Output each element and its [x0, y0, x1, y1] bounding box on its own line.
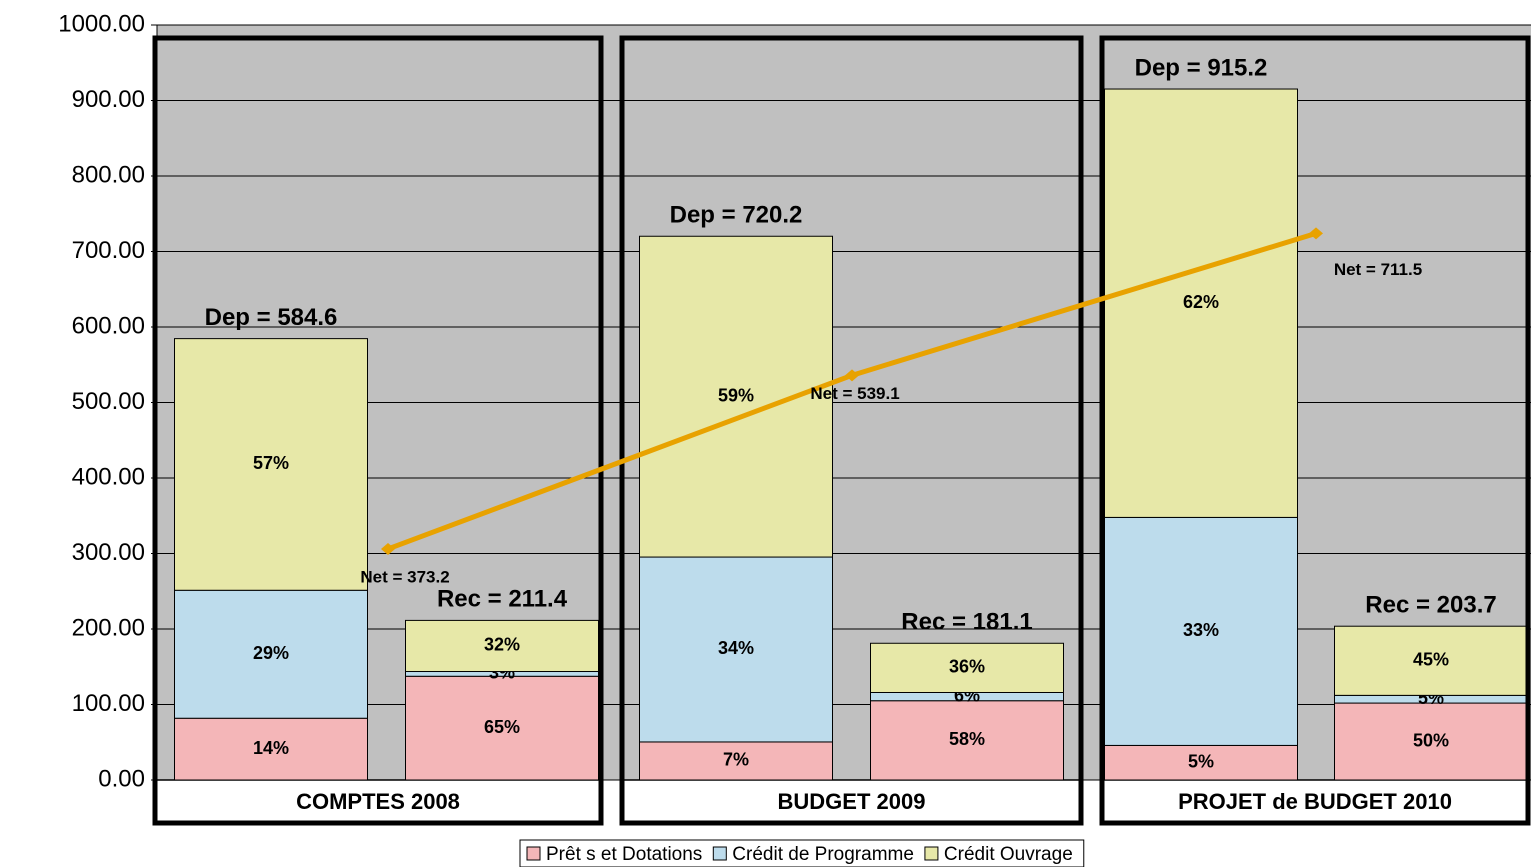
- total-label: Dep = 584.6: [205, 304, 338, 331]
- share-label: 58%: [949, 729, 985, 749]
- legend: Prêt s et Dotations Crédit de Programme Cr…: [519, 839, 1085, 867]
- share-label: 62%: [1183, 292, 1219, 312]
- y-tick-label: 400.00: [72, 463, 145, 490]
- share-label: 32%: [484, 635, 520, 655]
- share-label: 7%: [723, 750, 749, 770]
- bar-segment: [1334, 625, 1528, 696]
- bar-segment: [1104, 88, 1298, 518]
- group-frame: [1099, 35, 1531, 826]
- share-label: 29%: [253, 643, 289, 663]
- total-label: Rec = 203.7: [1365, 592, 1496, 619]
- net-marker: [1309, 227, 1323, 240]
- net-label: Net = 373.2: [360, 567, 449, 586]
- y-tick-label: 0.00: [98, 765, 145, 792]
- y-tick-label: 200.00: [72, 614, 145, 641]
- bar-segment: [870, 642, 1064, 693]
- y-tick-label: 100.00: [72, 690, 145, 717]
- group-label: PROJET de BUDGET 2010: [1178, 789, 1452, 814]
- bar-segment: [639, 556, 833, 743]
- legend-frame: [519, 839, 1085, 867]
- total-label: Dep = 720.2: [670, 202, 803, 229]
- legend-label: Crédit de Programme: [732, 844, 914, 865]
- share-label: 34%: [718, 638, 754, 658]
- net-marker: [381, 542, 395, 555]
- net-label: Net = 711.5: [1334, 260, 1422, 279]
- bar-segment: [870, 700, 1064, 781]
- y-tick-label: 500.00: [72, 388, 145, 415]
- total-label: Rec = 181.1: [901, 609, 1032, 636]
- group-label: BUDGET 2009: [778, 789, 926, 814]
- y-tick-label: 900.00: [72, 86, 145, 113]
- total-label: Rec = 211.4: [437, 586, 568, 613]
- y-tick-label: 700.00: [72, 237, 145, 264]
- group-label: COMPTES 2008: [296, 789, 460, 814]
- bar-segment: [1334, 702, 1528, 781]
- group-frame: [619, 35, 1084, 826]
- share-label: 57%: [253, 453, 289, 473]
- share-label: 65%: [484, 717, 520, 737]
- bar-segment: [405, 619, 599, 673]
- y-tick-label: 300.00: [72, 539, 145, 566]
- share-label: 59%: [718, 385, 754, 405]
- net-marker: [845, 369, 859, 382]
- group-label-band: [1102, 780, 1528, 823]
- y-tick-label: 600.00: [72, 312, 145, 339]
- share-label: 33%: [1183, 620, 1219, 640]
- legend-label: Prêt s et Dotations: [546, 844, 702, 865]
- bar-segment: [1104, 516, 1298, 746]
- bar-segment: [174, 717, 368, 781]
- legend-label: Crédit Ouvrage: [944, 844, 1073, 865]
- share-label: 50%: [1413, 730, 1449, 750]
- group-label-band: [155, 780, 601, 823]
- y-tick-label: 800.00: [72, 161, 145, 188]
- total-label: Dep = 915.2: [1135, 54, 1268, 81]
- net-label: Net = 539.1: [810, 384, 899, 403]
- bar-segment: [639, 741, 833, 781]
- share-label: 36%: [949, 657, 985, 677]
- bar-segment: [405, 675, 599, 781]
- share-label: 14%: [253, 738, 289, 758]
- share-label: 5%: [1188, 751, 1214, 771]
- bar-segment: [174, 338, 368, 591]
- y-tick-label: 1000.00: [58, 10, 145, 37]
- legend-swatch: [712, 846, 727, 861]
- legend-swatch: [924, 846, 939, 861]
- group-frame: [152, 35, 604, 826]
- share-label: 45%: [1413, 650, 1449, 670]
- bar-segment: [174, 589, 368, 719]
- legend-swatch: [526, 846, 541, 861]
- group-label-band: [622, 780, 1081, 823]
